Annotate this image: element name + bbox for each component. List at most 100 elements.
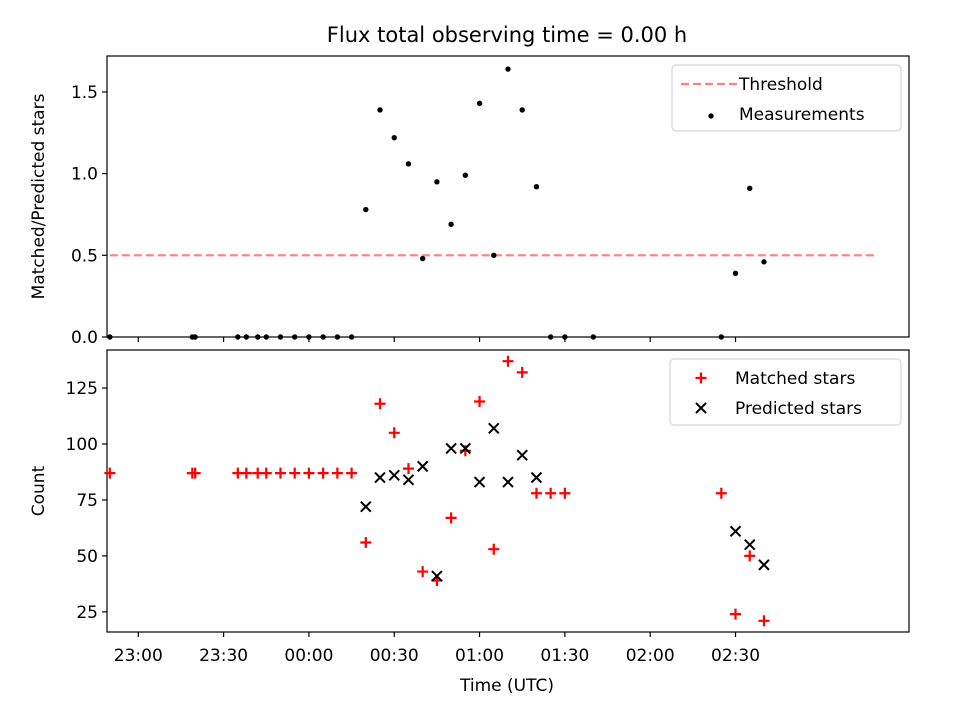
x-tick-label: 23:30 xyxy=(199,646,248,666)
measurement-point xyxy=(292,334,298,340)
matched-stars-point xyxy=(545,487,557,499)
y-tick-label: 100 xyxy=(66,435,98,455)
measurement-point xyxy=(434,179,440,185)
matched-stars-point xyxy=(346,467,358,479)
predicted-stars-point xyxy=(758,559,770,571)
matched-stars-point xyxy=(317,467,329,479)
measurement-point xyxy=(334,334,341,340)
measurement-point xyxy=(377,107,383,113)
matched-stars-point xyxy=(516,366,528,378)
measurement-point xyxy=(363,206,369,213)
y-tick-label: 1.0 xyxy=(71,165,98,185)
matched-stars-point xyxy=(559,487,571,499)
measurement-point xyxy=(519,107,525,113)
measurement-point xyxy=(747,185,753,192)
legend-label: Matched stars xyxy=(735,369,855,389)
measurement-point xyxy=(235,334,241,340)
measurement-point xyxy=(192,334,198,340)
measurement-point xyxy=(405,161,412,167)
measurement-point xyxy=(107,334,113,340)
predicted-stars-point xyxy=(431,570,443,582)
legend-box xyxy=(671,64,902,132)
predicted-stars-point xyxy=(729,525,742,537)
legend-label: Predicted stars xyxy=(735,399,862,419)
matched-stars-point xyxy=(289,467,301,479)
predicted-stars-point xyxy=(473,476,486,488)
legend-matched-key xyxy=(695,372,707,384)
axes-frame xyxy=(106,349,910,633)
predicted-stars-point xyxy=(502,476,514,488)
measurement-point xyxy=(732,270,739,276)
measurement-point xyxy=(243,334,250,340)
matched-stars-point xyxy=(388,427,400,439)
legend-predicted-key xyxy=(695,402,707,414)
legend-box xyxy=(669,358,902,426)
y-tick-label: 25 xyxy=(76,603,98,623)
predicted-stars-point xyxy=(445,442,457,455)
measurement-point xyxy=(505,66,511,72)
y-axis-label: Count xyxy=(29,465,49,516)
x-tick-label: 02:30 xyxy=(711,646,760,666)
matched-stars-point xyxy=(189,467,201,479)
measurement-point xyxy=(348,334,355,340)
matched-stars-point xyxy=(730,608,742,620)
measurement-point xyxy=(547,334,554,340)
predicted-stars-point xyxy=(402,474,415,486)
predicted-stars-point xyxy=(360,500,372,513)
measurement-point xyxy=(448,221,454,227)
matched-stars-point xyxy=(104,467,116,479)
legend-label: Measurements xyxy=(739,105,865,125)
predicted-stars-point xyxy=(388,469,400,482)
measurement-point xyxy=(419,255,426,262)
matched-stars-point xyxy=(715,487,727,499)
matched-stars-point xyxy=(360,536,372,548)
measurement-point xyxy=(263,334,269,340)
legend-measurements-key xyxy=(708,113,714,119)
ratio-panel: 0.0 0.5 1.0 1.5 Matched/Predicted stars Thres… xyxy=(29,55,910,348)
legend-label: Threshold xyxy=(738,75,823,95)
matched-stars-point xyxy=(488,543,500,555)
x-tick-label: 01:00 xyxy=(455,646,504,666)
measurement-point xyxy=(391,134,397,141)
x-tick-label: 00:00 xyxy=(284,646,333,666)
axes-frame xyxy=(106,55,910,338)
predicted-stars-point xyxy=(516,449,528,461)
measurement-point xyxy=(320,334,326,340)
measurement-point xyxy=(533,183,540,190)
y-tick-label: 1.5 xyxy=(71,83,98,103)
predicted-stars-point xyxy=(374,471,386,484)
predicted-stars-point xyxy=(530,471,543,484)
legend: Threshold Measurements xyxy=(671,64,902,132)
measurement-point xyxy=(277,334,284,340)
legend: Matched stars Predicted stars xyxy=(669,358,902,426)
y-tick-label: 50 xyxy=(76,547,98,567)
predicted-stars-point xyxy=(488,422,500,435)
matched-stars-point xyxy=(303,467,315,479)
x-tick-label: 02:00 xyxy=(626,646,675,666)
matched-stars-point xyxy=(445,512,457,524)
measurement-point xyxy=(476,100,483,107)
matched-stars-point xyxy=(758,615,770,627)
measurement-point xyxy=(718,334,724,340)
matched-stars-point xyxy=(331,467,343,479)
predicted-stars-point xyxy=(744,539,756,551)
measurement-point xyxy=(491,252,497,259)
x-tick-label: 23:00 xyxy=(114,646,163,666)
x-tick-label: 00:30 xyxy=(370,646,419,666)
y-axis-label: Matched/Predicted stars xyxy=(29,93,49,299)
measurement-point xyxy=(306,334,312,340)
matched-stars-point xyxy=(274,467,286,479)
x-tick-label: 01:30 xyxy=(540,646,589,666)
y-tick-label: 0.5 xyxy=(71,246,98,266)
x-axis-label: Time (UTC) xyxy=(459,676,554,696)
y-tick-label: 75 xyxy=(76,491,98,511)
measurement-point xyxy=(590,334,597,340)
matched-stars-point xyxy=(260,467,272,479)
y-tick-label: 125 xyxy=(66,379,98,399)
matched-stars-point xyxy=(502,355,514,367)
matched-stars-point xyxy=(374,398,386,410)
matched-stars-point xyxy=(474,395,486,407)
matched-stars-point xyxy=(417,566,429,578)
predicted-stars-point xyxy=(416,460,429,473)
